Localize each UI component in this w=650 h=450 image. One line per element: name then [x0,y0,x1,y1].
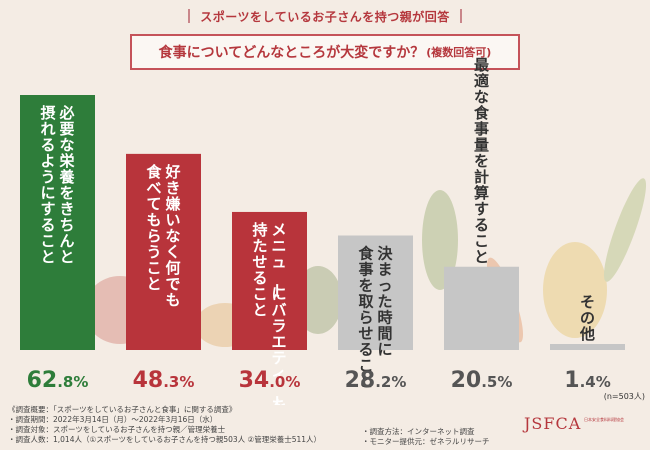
value-label: 28.2% [345,368,407,393]
survey-detail-line: ・調査対象：スポーツをしているお子さんを持つ親／管理栄養士 [8,425,226,434]
bar [126,153,201,350]
category-label: 摂れるようにすること [40,104,55,266]
survey-detail-line: 《調査概要：「スポーツをしているお子さんと食事」に関する調査》 [8,405,237,414]
question-text: 食事についてどんなところが大変ですか？ [158,45,425,61]
survey-details: 《調査概要：「スポーツをしているお子さんと食事」に関する調査》 ・調査期間：20… [8,405,368,445]
value-label: 48.3% [133,368,195,393]
question-box: 食事についてどんなところが大変ですか？ (複数回答可) [130,34,520,70]
category-label: 必要な栄養をきちんと [58,104,75,266]
jsfca-logo-subtitle: 日本安全食料料理協会 [584,417,624,422]
bars-group [20,95,625,350]
survey-method-line: ・モニター提供元：ゼネラルリサーチ [362,437,490,446]
bar [444,266,519,350]
question-note: (複数回答可) [426,46,492,59]
survey-method: ・調査方法：インターネット調査 ・モニター提供元：ゼネラルリサーチ [362,427,522,447]
jsfca-logo: JSFCA [524,414,582,433]
value-label: 1.4% [564,368,610,393]
bar [338,235,413,350]
category-label: 持たせること [252,221,267,319]
category-label: メニューにバラエティーを [267,221,286,405]
bar [550,344,625,350]
value-label: 20.5% [451,368,513,393]
pepper-illustration [543,242,607,338]
category-label: 好き嫌いなく何でも [164,163,180,309]
sample-size-note: (n=503人) [604,392,645,401]
header-divider-right [459,9,462,23]
survey-header: スポーツをしているお子さんを持つ親が回答 [175,6,475,26]
category-label: 食事を取らせること [358,244,374,390]
okra-illustration [603,178,647,282]
category-label: 決まった時間に [377,244,393,358]
survey-detail-line: ・調査人数：1,014人（①スポーツをしているお子さんを持つ親503人 ②管理栄… [8,435,322,444]
bar [232,211,307,350]
value-label: 34.0% [239,368,301,393]
header-text: スポーツをしているお子さんを持つ親が回答 [200,9,450,24]
bar [20,95,95,350]
bitter-melon-illustration [422,190,458,290]
value-label: 62.8% [27,368,89,393]
survey-detail-line: ・調査期間：2022年3月14日（月）～2022年3月16日（水） [8,415,218,424]
survey-method-line: ・調査方法：インターネット調査 [362,427,475,436]
category-label: 食べてもらうこと [146,163,162,293]
header-divider-left [188,9,191,23]
category-label: その他 [579,293,595,343]
value-labels-group: 62.8% 48.3% 34.0% 28.2% 20.5% 1.4% [27,368,611,393]
category-label: 最適な食事量を計算すること [474,56,490,266]
